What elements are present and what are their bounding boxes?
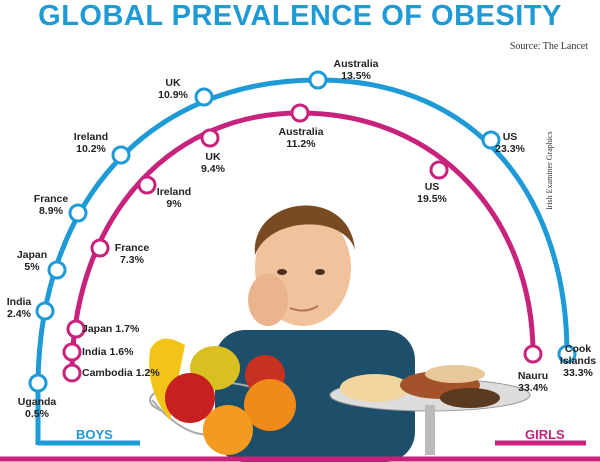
- legend-girls: GIRLS: [525, 427, 565, 442]
- girls-label: Cambodia 1.2%: [82, 367, 160, 379]
- boys-marker: [47, 260, 67, 280]
- rate: 10.9%: [158, 89, 188, 101]
- rate: 9.4%: [201, 163, 225, 175]
- rate: 10.2%: [76, 143, 106, 155]
- credit: Irish Examiner Graphics: [545, 131, 554, 210]
- boys-label: India 2.4%: [2, 296, 36, 320]
- country-name: Japan: [16, 249, 48, 261]
- boys-label: US 23.3%: [490, 131, 530, 155]
- boy-hair: [254, 205, 355, 255]
- country-name: Nauru: [517, 370, 549, 382]
- girls-label: Japan 1.7%: [82, 323, 139, 335]
- girls-marker: [90, 238, 110, 258]
- boys-marker: [111, 145, 131, 165]
- boys-marker: [481, 130, 501, 150]
- rate: 11.2%: [286, 138, 316, 150]
- girls-label: India 1.6%: [82, 346, 133, 358]
- country-name: Cook Islands: [559, 343, 597, 367]
- boys-label: Cook Islands 33.3%: [555, 343, 600, 379]
- boys-marker: [194, 87, 214, 107]
- girls-label: Australia 11.2%: [272, 126, 330, 150]
- rate: 0.5%: [25, 408, 49, 420]
- girls-label: US 19.5%: [412, 181, 452, 205]
- rate: 2.4%: [7, 308, 31, 320]
- girls-label: Ireland 9%: [154, 186, 194, 210]
- boys-label: France 8.9%: [28, 193, 74, 217]
- boy-hand: [248, 274, 288, 326]
- rate: 33.3%: [563, 367, 593, 379]
- country-name: Ireland: [156, 186, 192, 198]
- boys-marker: [308, 70, 328, 90]
- country-name: Japan: [82, 323, 113, 335]
- girls-marker: [429, 160, 449, 180]
- rate: 23.3%: [495, 143, 525, 155]
- source: Source: The Lancet: [509, 41, 588, 52]
- rate: 7.3%: [120, 254, 144, 266]
- boys-label: UK 10.9%: [148, 77, 198, 101]
- country-name: Australia: [333, 58, 379, 70]
- rate: 8.9%: [39, 205, 63, 217]
- boys-label: Uganda 0.5%: [14, 396, 60, 420]
- girls-label: Nauru 33.4%: [510, 370, 556, 394]
- country-name: Ireland: [73, 131, 109, 143]
- boys-marker: [68, 203, 88, 223]
- rate: 1.6%: [109, 346, 134, 358]
- country-name: Uganda: [17, 396, 57, 408]
- country-name: France: [33, 193, 69, 205]
- rate: 19.5%: [417, 193, 447, 205]
- girls-label: UK 9.4%: [195, 151, 231, 175]
- boys-label: Australia 13.5%: [328, 58, 384, 82]
- legend-boys: BOYS: [76, 427, 113, 442]
- girls-marker: [137, 175, 157, 195]
- country-name: Australia: [278, 126, 324, 138]
- rate: 1.7%: [115, 323, 140, 335]
- boys-marker: [35, 301, 55, 321]
- girls-marker: [200, 128, 220, 148]
- country-name: UK: [165, 77, 181, 89]
- boys-label: Ireland 10.2%: [64, 131, 118, 155]
- country-name: France: [114, 242, 150, 254]
- rate: 1.2%: [135, 367, 160, 379]
- country-name: India: [82, 346, 107, 358]
- country-name: US: [424, 181, 440, 193]
- country-name: Cambodia: [82, 367, 133, 379]
- girls-marker: [66, 319, 86, 339]
- girls-marker: [290, 103, 310, 123]
- rate: 9%: [166, 198, 182, 210]
- title: GLOBAL PREVALENCE OF OBESITY: [38, 0, 562, 32]
- girls-label: France 7.3%: [110, 242, 154, 266]
- boys-marker: [557, 344, 577, 364]
- country-name: India: [6, 296, 32, 308]
- girls-marker: [523, 344, 543, 364]
- rate: 33.4%: [518, 382, 548, 394]
- boys-label: Japan 5%: [12, 249, 52, 273]
- girls-marker: [62, 342, 82, 362]
- rate: 13.5%: [341, 70, 371, 82]
- girls-marker: [62, 363, 82, 383]
- country-name: UK: [205, 151, 221, 163]
- country-name: US: [502, 131, 518, 143]
- rate: 5%: [24, 261, 40, 273]
- boys-marker: [28, 373, 48, 393]
